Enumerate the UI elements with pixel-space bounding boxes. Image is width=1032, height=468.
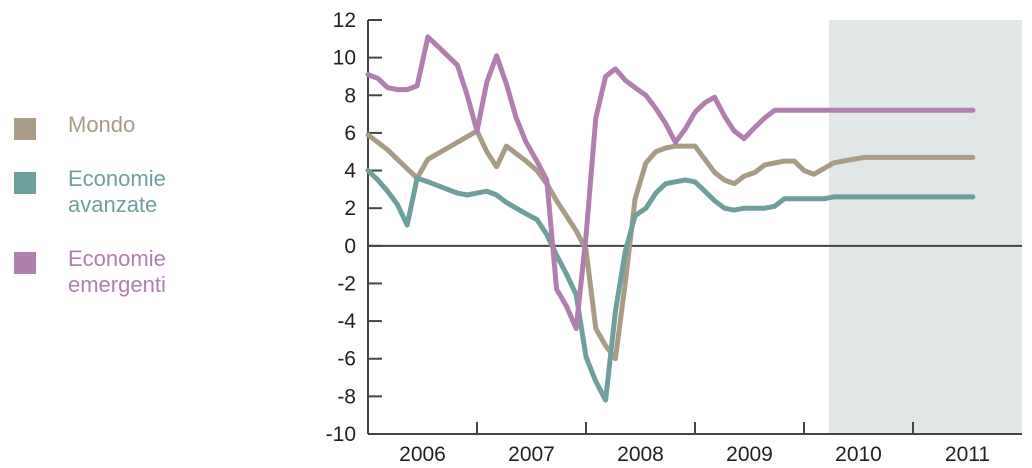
y-tick-label: 12 xyxy=(333,9,356,32)
legend-item-economie-avanzate: Economie avanzate xyxy=(14,166,214,218)
y-tick-label: 2 xyxy=(344,197,356,220)
legend-item-mondo: Mondo xyxy=(14,112,214,140)
series-line-economie-avanzate xyxy=(365,168,976,403)
y-axis: 12 10 8 6 4 2 0 -2 -4 -6 -8 -10 xyxy=(326,9,382,446)
y-tick-label: -8 xyxy=(337,385,356,408)
legend-swatch-economie-emergenti xyxy=(14,252,36,274)
x-tick-label: 2008 xyxy=(617,443,664,466)
y-tick-label: 6 xyxy=(344,122,356,145)
legend: Mondo Economie avanzate Economie emergen… xyxy=(14,112,214,326)
forecast-shaded-region xyxy=(829,20,1022,434)
legend-label-economie-avanzate: Economie avanzate xyxy=(68,166,166,217)
y-tick-label: 10 xyxy=(333,47,356,70)
y-tick-label: -2 xyxy=(337,272,356,295)
y-tick-label: -4 xyxy=(337,310,356,333)
series-line-economie-emergenti xyxy=(365,34,976,332)
x-tick-label: 2010 xyxy=(835,443,882,466)
x-tick-label: 2011 xyxy=(945,443,990,466)
x-tick-label: 2009 xyxy=(726,443,773,466)
legend-item-economie-emergenti: Economie emergenti xyxy=(14,246,214,298)
legend-swatch-mondo xyxy=(14,118,36,140)
y-tick-label: -10 xyxy=(326,423,356,446)
x-axis: 2006 2007 2008 2009 2010 2011 xyxy=(368,422,1022,466)
y-tick-label: 8 xyxy=(344,84,356,107)
legend-swatch-economie-avanzate xyxy=(14,172,36,194)
x-tick-label: 2007 xyxy=(508,443,555,466)
series-lines xyxy=(365,34,976,403)
series-line-mondo xyxy=(365,128,976,362)
y-tick-label: -6 xyxy=(337,348,356,371)
y-tick-label: 4 xyxy=(344,160,356,183)
y-tick-label: 0 xyxy=(344,235,356,258)
legend-label-economie-emergenti: Economie emergenti xyxy=(68,246,166,297)
x-tick-label: 2006 xyxy=(399,443,446,466)
legend-label-mondo: Mondo xyxy=(68,112,136,137)
